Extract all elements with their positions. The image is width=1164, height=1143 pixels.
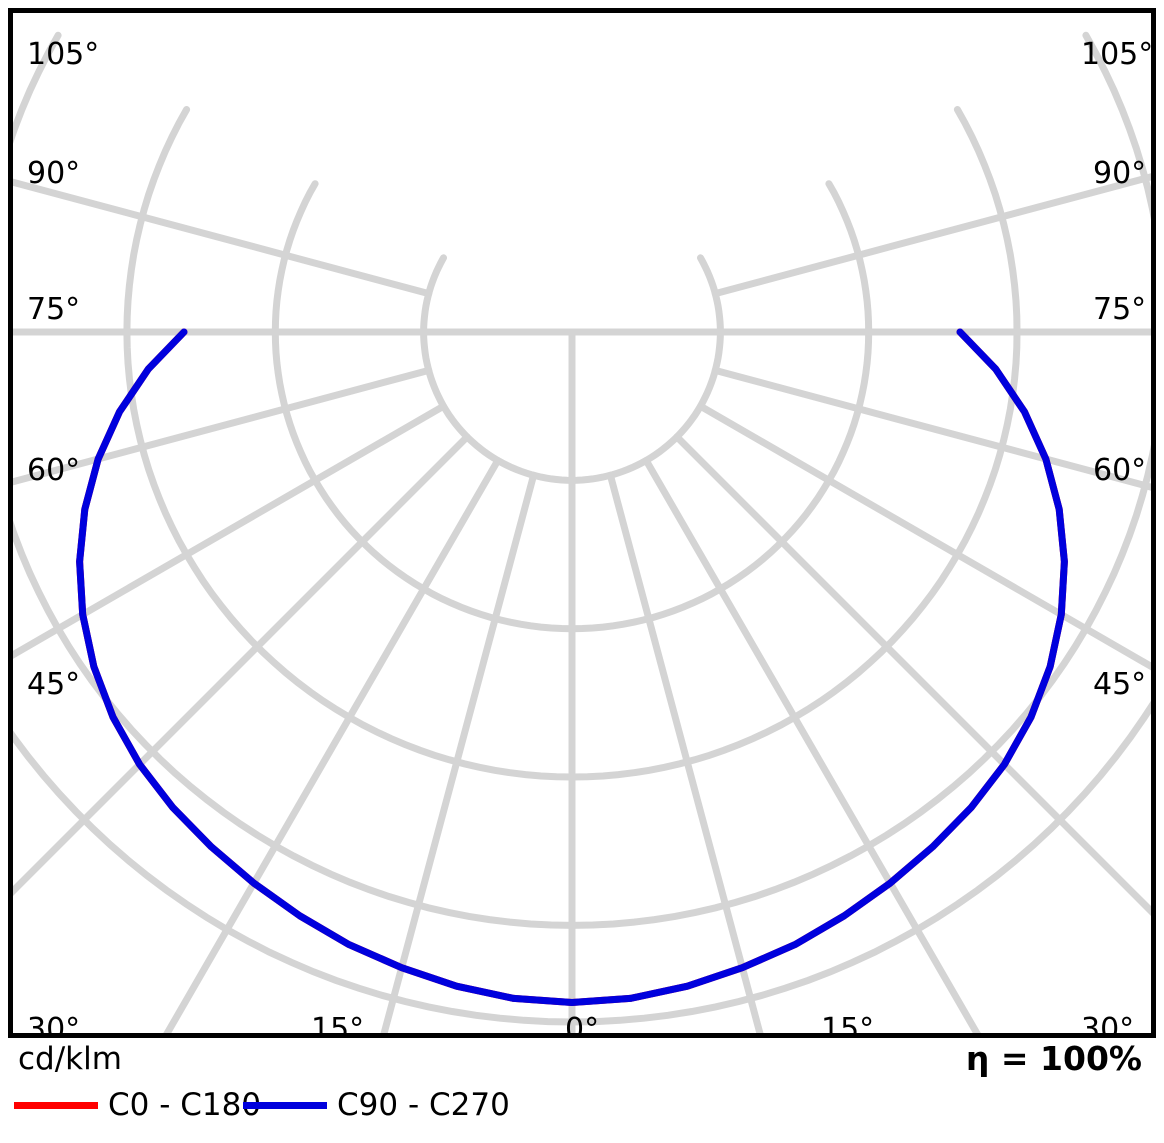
legend-item-c0-c180: C0 - C180 <box>14 1090 261 1121</box>
tick-label-right: 30° <box>1081 1012 1135 1038</box>
tick-label-right: 75° <box>1093 292 1147 327</box>
tick-label-right: 90° <box>1093 156 1147 191</box>
tick-label-right: 45° <box>1093 667 1147 702</box>
tick-label-left: 75° <box>27 292 81 327</box>
plot-area: 105° 90° 75° 60° 45° 30° 105° 90° 75° 60° 45° 30° 15… <box>8 8 1156 1038</box>
tick-label-left: 105° <box>27 37 100 72</box>
polar-grid <box>13 31 1151 1033</box>
unit-label: cd/klm <box>18 1041 122 1077</box>
curve-c90-c270 <box>76 328 1068 1006</box>
tick-label-right: 60° <box>1093 453 1147 488</box>
legend-swatch-c90-c270 <box>243 1102 327 1109</box>
tick-label-left: 60° <box>27 453 81 488</box>
legend-swatch-c0-c180 <box>14 1102 98 1109</box>
chart-footer: cd/klm η = 100% C0 - C180 C90 - C270 <box>0 1038 1164 1143</box>
tick-label-left: 30° <box>27 1012 81 1038</box>
tick-label-bottom: 0° <box>565 1012 600 1038</box>
tick-label-right: 105° <box>1081 37 1154 72</box>
legend-item-c90-c270: C90 - C270 <box>243 1090 510 1121</box>
polar-grid-and-curves <box>13 31 1151 1033</box>
tick-label-bottom: 15° <box>311 1012 365 1038</box>
tick-label-bottom: 15° <box>821 1012 875 1038</box>
legend-label-c0-c180: C0 - C180 <box>108 1087 262 1123</box>
efficiency-label: η = 100% <box>965 1039 1142 1078</box>
intensity-curves <box>76 328 1068 1006</box>
tick-label-left: 45° <box>27 667 81 702</box>
tick-label-left: 90° <box>27 156 81 191</box>
legend-label-c90-c270: C90 - C270 <box>337 1087 510 1123</box>
